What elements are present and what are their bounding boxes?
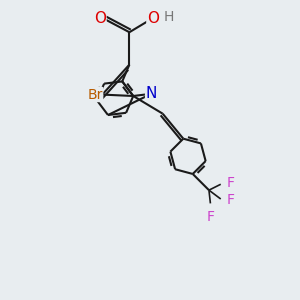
Text: H: H: [164, 10, 174, 24]
Text: O: O: [147, 11, 159, 26]
Text: F: F: [227, 194, 235, 208]
Text: O: O: [94, 11, 106, 26]
Text: F: F: [206, 210, 214, 224]
Text: Br: Br: [87, 88, 103, 101]
Text: F: F: [227, 176, 235, 190]
Text: N: N: [146, 86, 157, 101]
